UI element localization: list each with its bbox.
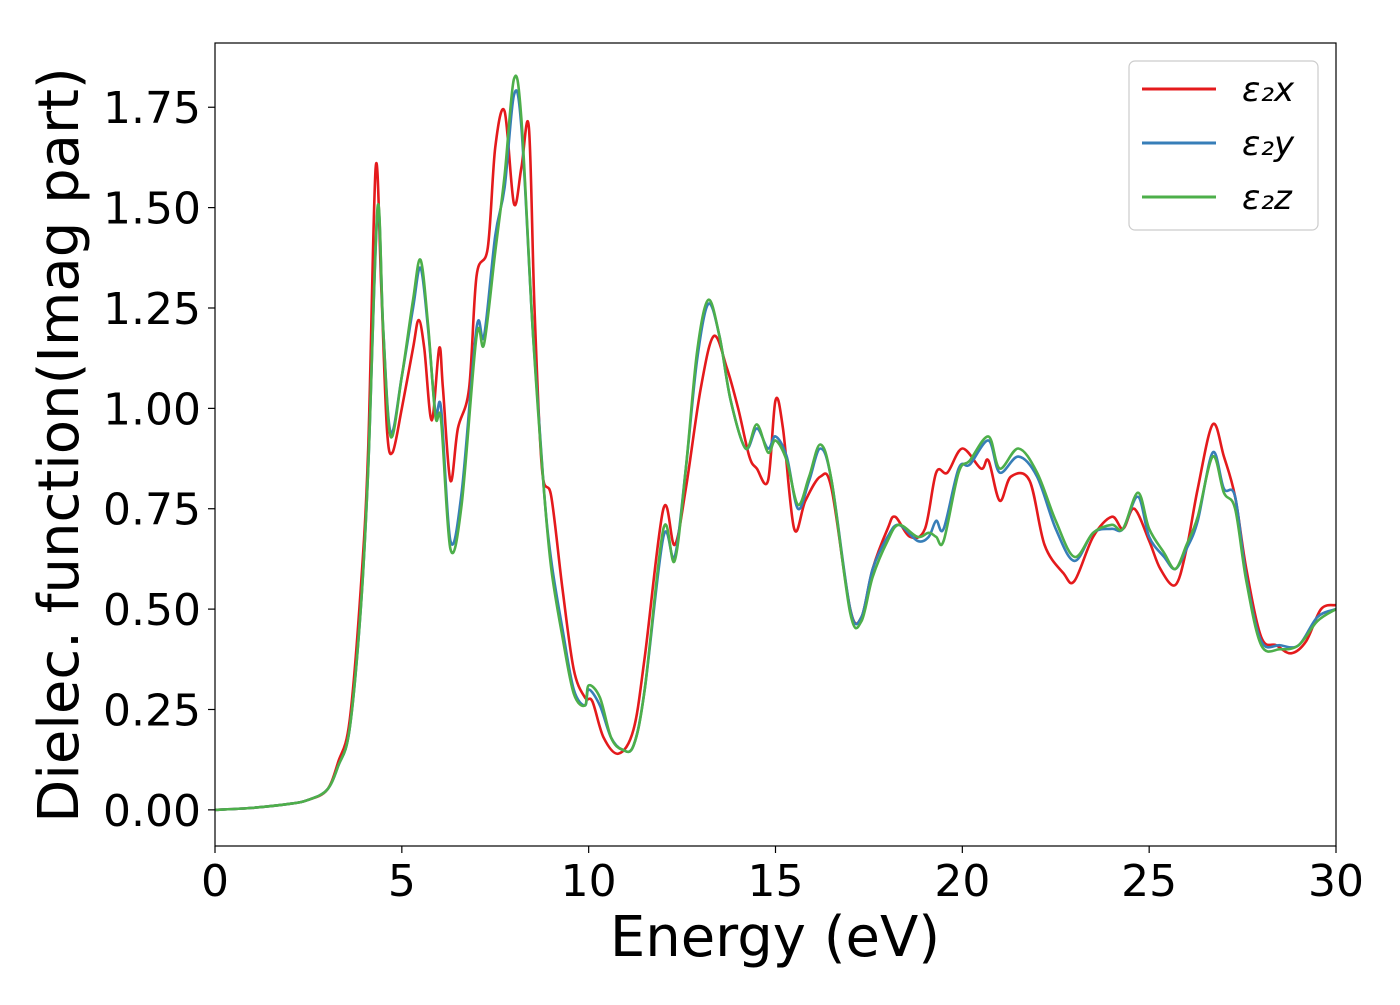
- x-tick-label: 0: [201, 856, 229, 907]
- x-tick-label: 5: [388, 856, 416, 907]
- series-line-x: [215, 107, 1336, 812]
- y-tick-label: 1.75: [103, 83, 201, 134]
- series-line-z: [215, 74, 1336, 812]
- y-tick-label: 1.25: [103, 284, 201, 335]
- y-tick-label: 0.50: [103, 585, 201, 636]
- legend: ε₂x ε₂y ε₂z: [1128, 60, 1319, 231]
- y-tick-label: 0.75: [103, 485, 201, 536]
- x-tick-label: 25: [1121, 856, 1177, 907]
- y-axis-label: Dielec. function(Imag part): [27, 67, 92, 823]
- x-tick-label: 10: [561, 856, 617, 907]
- y-axis-ticks: 0.00 0.25 0.50 0.75 1.00 1.25 1.50 1.75: [103, 83, 215, 837]
- legend-label-y: ε₂y: [1242, 124, 1295, 164]
- legend-label-z: ε₂z: [1242, 178, 1293, 218]
- y-tick-label: 1.50: [103, 184, 201, 235]
- x-axis-label: Energy (eV): [610, 905, 940, 970]
- y-tick-label: 0.25: [103, 685, 201, 736]
- x-tick-label: 20: [934, 856, 990, 907]
- x-tick-label: 30: [1308, 856, 1364, 907]
- x-axis-ticks: 0 5 10 15 20 25 30: [201, 846, 1364, 907]
- x-tick-label: 15: [748, 856, 804, 907]
- legend-box: [1128, 60, 1319, 231]
- y-tick-label: 1.00: [103, 384, 201, 435]
- plot-layer: [215, 74, 1336, 812]
- legend-label-x: ε₂x: [1242, 70, 1295, 110]
- y-tick-label: 0.00: [103, 786, 201, 837]
